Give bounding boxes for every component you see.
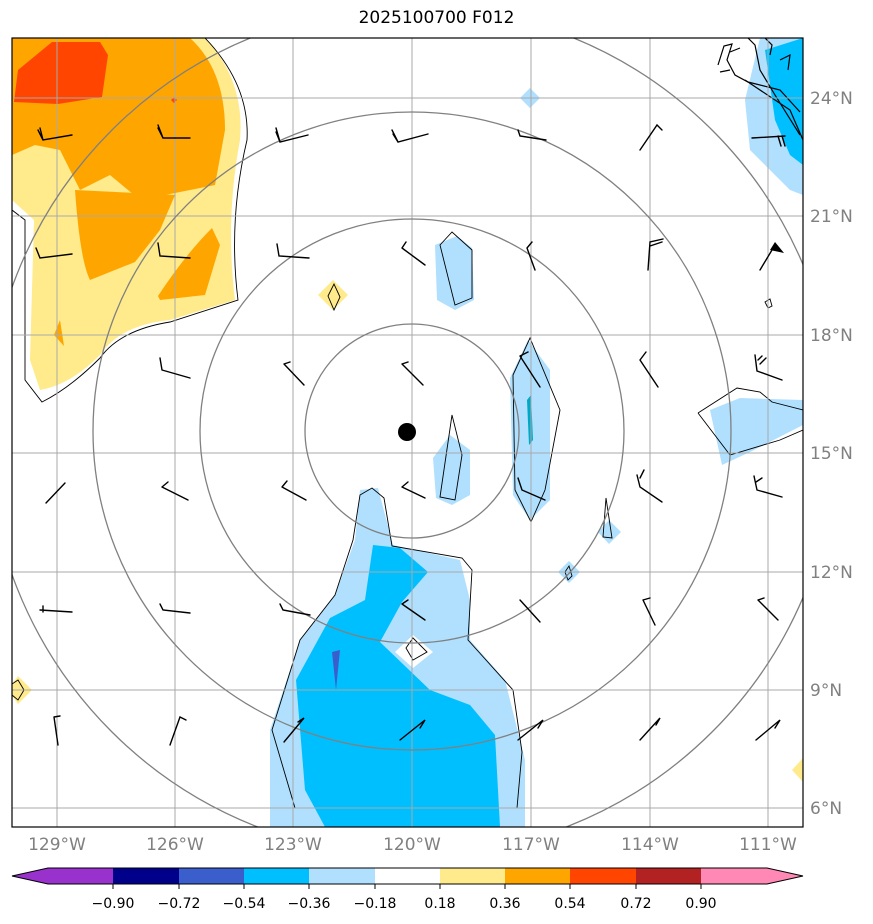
coastline bbox=[717, 38, 803, 141]
colorbar-segment bbox=[309, 868, 375, 884]
lon-label: 126°W bbox=[146, 835, 204, 855]
lon-label: 114°W bbox=[621, 835, 679, 855]
distance-rings bbox=[12, 38, 803, 827]
colorbar-tick-label: 0.36 bbox=[489, 896, 520, 912]
colorbar-segment bbox=[48, 868, 114, 884]
colorbar-segment bbox=[179, 868, 245, 884]
lon-label: 117°W bbox=[502, 835, 560, 855]
lon-label: 111°W bbox=[739, 835, 797, 855]
lat-label: 12°N bbox=[810, 563, 853, 583]
colorbar-segment bbox=[701, 868, 767, 884]
colorbar-extend-low bbox=[12, 868, 48, 884]
colorbar-outline bbox=[11, 867, 804, 885]
colorbar-tick-label: 0.18 bbox=[424, 896, 455, 912]
longitude-labels: 129°W 126°W 123°W 120°W 117°W 114°W 111°… bbox=[28, 835, 797, 855]
colorbar-segment bbox=[113, 868, 179, 884]
map-frame bbox=[11, 37, 804, 828]
latitude-labels: 24°N 21°N 18°N 15°N 12°N 9°N 6°N bbox=[810, 89, 853, 819]
lat-label: 15°N bbox=[810, 444, 853, 464]
colorbar-segment bbox=[636, 868, 702, 884]
positive-anomaly-region bbox=[12, 38, 803, 782]
colorbar-tick-label: −0.36 bbox=[288, 896, 331, 912]
storm-center-marker bbox=[398, 423, 416, 441]
wind-flag-icon bbox=[770, 242, 784, 253]
contour-lines bbox=[12, 38, 803, 809]
colorbar-tick-label: −0.72 bbox=[158, 896, 201, 912]
colorbar-tick-label: −0.90 bbox=[92, 896, 135, 912]
lat-label: 9°N bbox=[810, 681, 842, 701]
colorbar-segment bbox=[440, 868, 506, 884]
colorbar-segment bbox=[570, 868, 636, 884]
lat-label: 21°N bbox=[810, 207, 853, 227]
colorbar-tick-label: 0.72 bbox=[620, 896, 651, 912]
map-title: 2025100700 F012 bbox=[358, 8, 515, 28]
colorbar-tick-label: 0.54 bbox=[554, 896, 585, 912]
lon-label: 123°W bbox=[264, 835, 322, 855]
lon-label: 120°W bbox=[383, 835, 441, 855]
colorbar: −0.90 −0.72 −0.54 −0.36 −0.18 0.18 0.36 … bbox=[11, 867, 804, 912]
negative-anomaly-region bbox=[270, 38, 803, 827]
wind-barbs bbox=[35, 123, 786, 746]
colorbar-tick-label: −0.54 bbox=[223, 896, 266, 912]
colorbar-segment bbox=[244, 868, 310, 884]
lon-label: 129°W bbox=[28, 835, 86, 855]
lat-label: 18°N bbox=[810, 326, 853, 346]
colorbar-tick-label: 0.90 bbox=[685, 896, 716, 912]
colorbar-segment bbox=[505, 868, 571, 884]
map-plot-area bbox=[12, 38, 803, 827]
colorbar-extend-high bbox=[767, 868, 803, 884]
colorbar-ticks bbox=[112, 884, 702, 889]
lat-label: 24°N bbox=[810, 89, 853, 109]
colorbar-segment bbox=[375, 868, 441, 884]
lat-label: 6°N bbox=[810, 799, 842, 819]
colorbar-tick-label: −0.18 bbox=[354, 896, 397, 912]
